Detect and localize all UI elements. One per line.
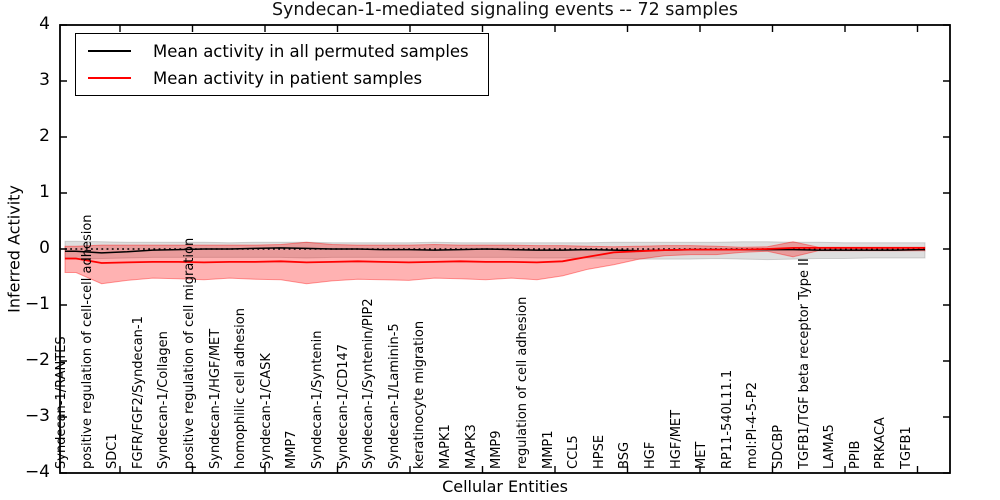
y-tick-label: −2 xyxy=(24,350,50,370)
x-tick-label: CCL5 xyxy=(566,435,582,469)
x-tick-label: MMP9 xyxy=(489,430,505,469)
x-tick-label: MAPK3 xyxy=(463,424,479,469)
x-tick-label: HGF/MET xyxy=(668,409,684,469)
x-tick-label: LAMA5 xyxy=(822,424,838,469)
x-tick-label: SDC1 xyxy=(105,433,121,469)
plot-frame xyxy=(59,24,951,474)
y-tick-label: −3 xyxy=(24,406,50,426)
x-tick-label: Syndecan-1/RANTES xyxy=(54,336,69,469)
x-tick-label: MET xyxy=(694,441,710,469)
x-tick-label: MMP1 xyxy=(540,430,556,469)
x-tick-label: Syndecan-1/Syntenin xyxy=(310,330,326,470)
chart-title: Syndecan-1-mediated signaling events -- … xyxy=(271,0,739,20)
x-tick-label: PRKACA xyxy=(873,417,889,469)
y-tick-label: −4 xyxy=(24,462,50,482)
x-tick-label: Syndecan-1/CD147 xyxy=(335,343,351,469)
x-tick-label: HPSE xyxy=(591,434,607,469)
x-tick-label: HGF xyxy=(642,441,658,469)
x-tick-label: PPIB xyxy=(847,440,863,469)
x-tick-label: MAPK1 xyxy=(438,424,454,469)
x-tick-label: TGFB1/TGF beta receptor Type II xyxy=(796,258,812,469)
legend-entry: Mean activity in all permuted samples xyxy=(76,38,488,65)
y-tick-label: 3 xyxy=(39,70,50,90)
x-tick-label: RP11-540L11.1 xyxy=(719,369,735,469)
x-tick-label: SDCBP xyxy=(770,424,786,469)
y-tick-label: 2 xyxy=(39,126,50,146)
legend-line-swatch xyxy=(88,50,131,52)
x-tick-label: MMP7 xyxy=(284,430,300,469)
legend-entry: Mean activity in patient samples xyxy=(76,65,488,92)
x-tick-label: Syndecan-1/Collagen xyxy=(156,331,172,469)
x-tick-label: FGFR/FGF2/Syndecan-1 xyxy=(130,316,146,469)
legend: Mean activity in all permuted samples Mea… xyxy=(75,33,489,96)
permuted-mean-line xyxy=(65,247,925,254)
axis-ticks xyxy=(60,24,950,474)
x-tick-label: Syndecan-1/Laminin-5 xyxy=(386,323,402,469)
legend-line-swatch xyxy=(88,77,131,79)
y-tick-label: 4 xyxy=(39,14,50,34)
patient-mean-line xyxy=(65,246,925,264)
x-tick-label: positive regulation of cell-cell adhesio… xyxy=(79,214,95,469)
x-tick-label: Syndecan-1/CASK xyxy=(258,353,274,469)
x-tick-label: homophilic cell adhesion xyxy=(233,308,249,469)
x-axis-label: Cellular Entities xyxy=(442,477,568,496)
legend-entry-label: Mean activity in all permuted samples xyxy=(153,41,469,61)
y-tick-label: −1 xyxy=(24,294,50,314)
y-tick-label: 0 xyxy=(39,238,50,258)
x-tick-label: positive regulation of cell migration xyxy=(182,237,198,469)
x-tick-label: TGFB1 xyxy=(898,426,914,469)
x-tick-label: Syndecan-1/HGF/MET xyxy=(207,328,223,469)
x-tick-label: regulation of cell adhesion xyxy=(514,296,530,469)
x-tick-label: mol:PI-4-5-P2 xyxy=(745,381,761,469)
permuted-band xyxy=(64,240,926,261)
x-tick-label: keratinocyte migration xyxy=(412,320,428,469)
y-tick-label: 1 xyxy=(39,182,50,202)
x-tick-label: Syndecan-1/Syntenin/PIP2 xyxy=(361,298,377,469)
x-tick-label: BSG xyxy=(617,441,633,469)
legend-entry-label: Mean activity in patient samples xyxy=(153,68,423,88)
